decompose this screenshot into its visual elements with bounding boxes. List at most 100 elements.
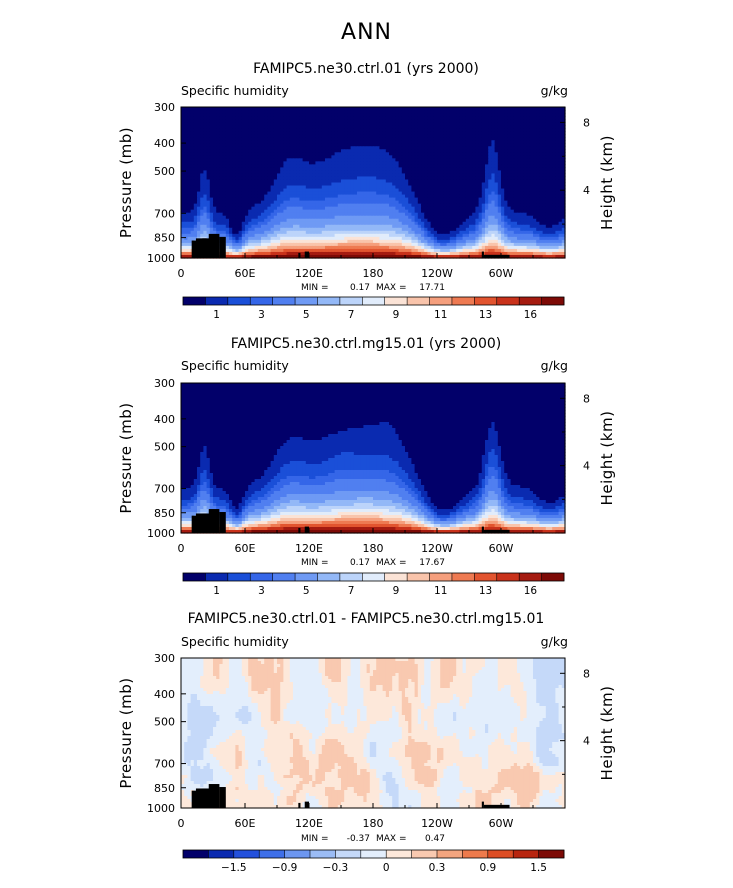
contour-cell (184, 122, 188, 126)
contour-cell (219, 113, 224, 117)
contour-cell (465, 146, 470, 150)
contour-cell (437, 113, 441, 117)
contour-cell (251, 113, 256, 117)
contour-cell (209, 173, 214, 178)
contour-cell (222, 116, 227, 120)
contour-cell (475, 158, 480, 162)
contour-cell (318, 167, 323, 172)
contour-cell (309, 122, 313, 126)
contour-cell (357, 176, 361, 181)
contour-cell (318, 164, 323, 168)
contour-cell (357, 179, 361, 184)
contour-cell (315, 197, 320, 202)
contour-cell (229, 125, 233, 129)
contour-cell (491, 152, 496, 156)
contour-cell (366, 113, 371, 117)
contour-cell (520, 179, 524, 184)
contour-cell (510, 164, 515, 168)
contour-cell (197, 176, 201, 181)
contour-cell (267, 176, 272, 181)
contour-cell (501, 152, 505, 156)
contour-cell (318, 155, 323, 159)
contour-cell (539, 164, 544, 168)
contour-cell (561, 164, 566, 168)
contour-cell (337, 131, 342, 135)
contour-cell (315, 125, 320, 129)
contour-cell (529, 116, 534, 120)
contour-cell (529, 131, 534, 135)
contour-cell (251, 116, 256, 120)
contour-cell (331, 155, 336, 159)
contour-cell (443, 125, 448, 129)
contour-cell (277, 149, 281, 153)
contour-cell (421, 149, 425, 153)
contour-cell (501, 185, 505, 190)
contour-cell (465, 158, 470, 162)
contour-cell (187, 182, 192, 187)
contour-cell (443, 149, 448, 153)
contour-cell (462, 128, 467, 132)
contour-cell (225, 191, 230, 196)
contour-cell (219, 191, 224, 196)
contour-cell (248, 128, 252, 132)
contour-cell (312, 125, 316, 129)
contour-cell (485, 176, 489, 181)
contour-cell (363, 122, 368, 126)
contour-cell (529, 122, 534, 126)
contour-cell (465, 155, 470, 159)
contour-cell (200, 137, 204, 141)
contour-cell (533, 176, 537, 181)
contour-cell (286, 182, 291, 187)
contour-cell (363, 149, 368, 153)
contour-cell (430, 164, 435, 168)
contour-cell (357, 167, 361, 172)
contour-cell (296, 173, 300, 178)
contour-cell (353, 173, 358, 178)
contour-cell (181, 173, 185, 178)
contour-cell (456, 155, 460, 159)
contour-cell (491, 116, 496, 120)
contour-cell (197, 137, 201, 141)
contour-cell (293, 149, 297, 153)
contour-cell (488, 149, 492, 153)
contour-cell (558, 158, 563, 162)
contour-cell (248, 194, 252, 199)
contour-cell (302, 149, 307, 153)
contour-cell (523, 155, 528, 159)
contour-cell (293, 107, 297, 111)
contour-cell (555, 116, 560, 120)
contour-cell (533, 158, 537, 162)
contour-cell (238, 110, 243, 114)
contour-cell (184, 176, 188, 181)
contour-cell (497, 176, 502, 181)
contour-cell (341, 194, 345, 199)
contour-cell (184, 146, 188, 150)
contour-cell (520, 182, 524, 187)
contour-cell (456, 176, 460, 181)
contour-cell (526, 179, 531, 184)
contour-cell (539, 131, 544, 135)
contour-cell (408, 107, 412, 111)
contour-cell (542, 134, 547, 138)
contour-cell (213, 194, 217, 199)
contour-cell (315, 155, 320, 159)
contour-cell (366, 134, 371, 138)
contour-cell (427, 179, 432, 184)
contour-cell (529, 113, 534, 117)
contour-cell (200, 131, 204, 135)
contour-cell (277, 125, 281, 129)
contour-cell (478, 122, 483, 126)
contour-cell (549, 110, 553, 114)
contour-cell (395, 188, 400, 193)
contour-cell (277, 116, 281, 120)
contour-cell (411, 107, 416, 111)
contour-cell (430, 185, 435, 190)
contour-cell (341, 185, 345, 190)
contour-cell (488, 179, 492, 184)
contour-cell (187, 191, 192, 196)
contour-cell (545, 146, 550, 150)
contour-cell (555, 140, 560, 144)
contour-cell (398, 164, 403, 168)
contour-cell (440, 146, 444, 150)
contour-cell (433, 161, 438, 165)
